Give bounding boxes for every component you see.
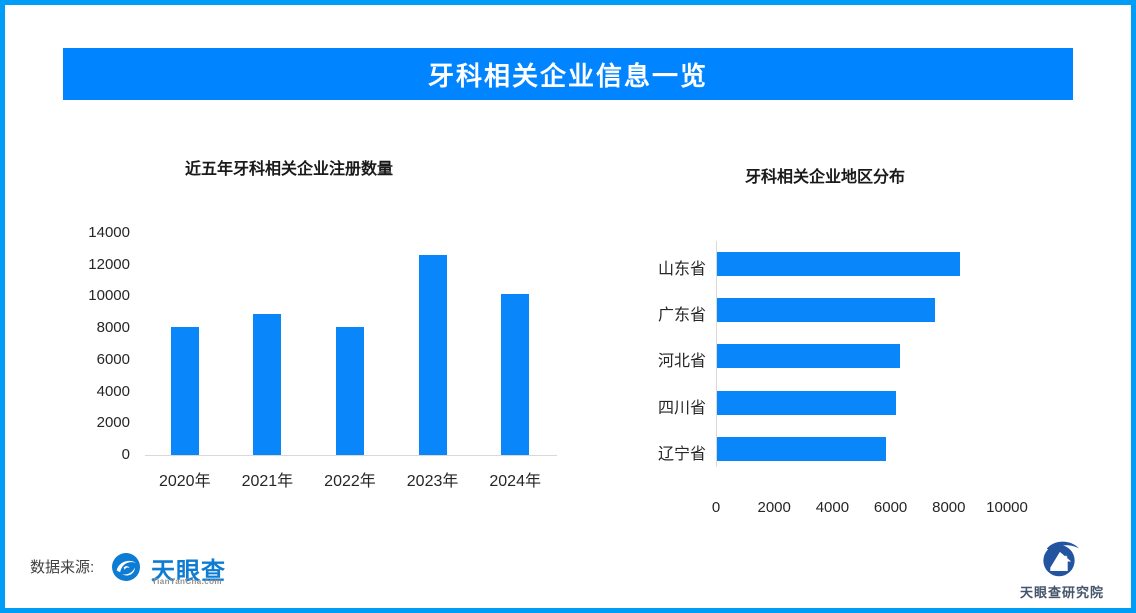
bar-2022年 — [336, 326, 364, 455]
tianyancha-logo: 天眼查 TianYanCha.com — [112, 552, 232, 592]
x-axis-category-label: 2022年 — [324, 473, 376, 490]
research-institute-logo: 天眼查研究院 — [1002, 538, 1122, 600]
data-source-label: 数据来源: — [30, 559, 95, 576]
tianyancha-eye-icon — [112, 553, 140, 581]
bar-2021年 — [253, 313, 282, 455]
category-label: 辽宁省 — [657, 445, 706, 463]
research-institute-icon — [1043, 541, 1079, 577]
y-axis-tick-label: 8000 — [96, 319, 130, 337]
y-axis-tick-label: 6000 — [96, 350, 130, 368]
x-axis-baseline — [145, 455, 557, 456]
tianyancha-domain: TianYanCha.com — [152, 577, 222, 586]
bar-辽宁省 — [717, 436, 886, 461]
tianyancha-wordmark: 天眼查 — [151, 558, 226, 585]
research-institute-label: 天眼查研究院 — [1019, 585, 1104, 600]
category-label: 河北省 — [657, 353, 706, 371]
bar-山东省 — [717, 252, 960, 276]
y-axis-tick-label: 0 — [121, 446, 130, 463]
x-axis-category-label: 2023年 — [406, 473, 459, 490]
y-axis-tick-label: 14000 — [88, 224, 130, 241]
x-axis-tick-label: 2000 — [757, 499, 791, 516]
x-axis-category-label: 2024年 — [489, 473, 541, 490]
bar-广东省 — [717, 298, 936, 323]
x-axis-tick-label: 8000 — [932, 499, 966, 516]
x-axis-tick-label: 0 — [711, 499, 721, 516]
y-axis-line — [716, 241, 717, 467]
y-axis-tick-label: 10000 — [88, 287, 130, 305]
bar-河北省 — [717, 344, 901, 369]
right-chart-title: 牙科相关企业地区分布 — [744, 169, 905, 186]
y-axis-tick-label: 4000 — [96, 382, 130, 400]
y-axis-tick-label: 12000 — [88, 255, 130, 273]
y-axis-tick-label: 2000 — [96, 414, 130, 432]
x-axis-category-label: 2021年 — [241, 473, 294, 490]
category-label: 广东省 — [657, 307, 706, 325]
title-banner: 牙科相关企业信息一览 — [63, 48, 1073, 100]
x-axis-tick-label: 4000 — [815, 499, 850, 516]
bar-2023年 — [418, 255, 447, 455]
x-axis-tick-label: 10000 — [986, 499, 1028, 516]
x-axis-tick-label: 6000 — [873, 499, 908, 516]
x-axis-category-label: 2020年 — [158, 473, 211, 490]
category-label: 四川省 — [657, 399, 706, 417]
bar-2020年 — [170, 327, 199, 455]
category-label: 山东省 — [657, 261, 706, 278]
bar-四川省 — [717, 390, 896, 415]
bar-2024年 — [501, 294, 530, 455]
page-title: 牙科相关企业信息一览 — [427, 60, 708, 91]
left-chart-title: 近五年牙科相关企业注册数量 — [185, 161, 394, 178]
